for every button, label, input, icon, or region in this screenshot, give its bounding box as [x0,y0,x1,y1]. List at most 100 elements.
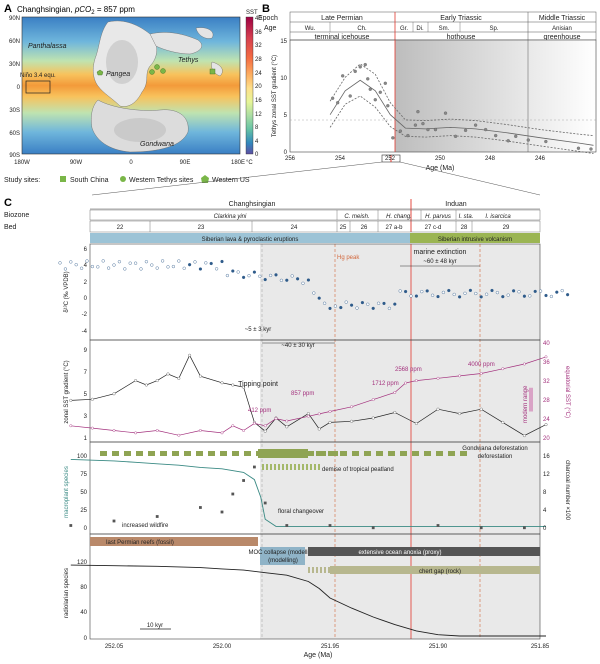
svg-text:12: 12 [255,112,262,118]
d13c-point [517,290,521,294]
map-lat-axis: 90N 60N 30N 0 30S 60S 90S [9,16,21,159]
vegetation-band-segment [304,451,314,456]
svg-text:macroplant species: macroplant species [64,466,70,518]
vegetation-band-segment [136,451,143,456]
b-data-point [373,98,377,102]
d13c-point [495,290,499,295]
vegetation-band-segment [184,451,191,456]
svg-text:hothouse: hothouse [447,34,476,41]
vegetation-band-segment [196,451,203,456]
peatland-demise-tick [278,464,280,470]
site-western-us [96,69,104,76]
vegetation-band-segment [232,451,239,456]
vegetation-band-segment [340,451,347,456]
d13c-point [252,270,256,274]
svg-text:10: 10 [280,76,287,82]
d13c-point [420,290,424,294]
d13c-point [220,259,224,264]
d13c-point [58,261,62,265]
d13c-point [479,295,483,299]
vegetation-band-segment [148,451,155,456]
d13c-point [69,260,73,264]
d13c-point [511,289,516,293]
chert-gap-tick [316,567,318,573]
equatorial-sst-point [155,429,159,432]
d13c-point [528,294,532,298]
svg-text:248: 248 [485,156,496,162]
b-data-point [506,139,510,143]
b-data-point [453,134,458,138]
sst-gradient-point [231,383,235,387]
svg-text:75: 75 [80,472,87,478]
svg-text:30N: 30N [9,62,20,68]
vegetation-band-segment [412,451,419,456]
svg-text:equatorial SST (°C): equatorial SST (°C) [564,366,570,418]
peatland-demise-tick [286,464,288,470]
panel-c-letter: C [4,197,12,209]
b-data-point [413,123,418,127]
svg-text:Bed: Bed [4,224,17,231]
equatorial-sst-point [371,398,375,402]
svg-text:chert gap (rock): chert gap (rock) [419,569,461,575]
svg-text:24: 24 [255,71,262,77]
peatland-demise-tick [298,464,300,470]
svg-text:Late Permian: Late Permian [321,15,363,22]
svg-text:29: 29 [503,225,510,231]
charcoal-point [199,506,202,509]
panel-b-letter: B [262,3,270,15]
d13c-point [182,266,186,270]
svg-text:60S: 60S [9,131,20,137]
svg-text:4: 4 [84,263,88,269]
svg-text:251.85: 251.85 [531,644,550,650]
svg-text:Age: Age [264,25,277,32]
equatorial-sst-point [501,367,505,371]
svg-text:2: 2 [84,280,88,286]
svg-text:100: 100 [77,454,88,460]
label-panthalassa: Panthalassa [28,43,67,50]
svg-text:terminal icehouse: terminal icehouse [315,34,370,41]
svg-text:28: 28 [543,398,550,404]
d13c-point [117,260,121,264]
d13c-point [112,263,116,267]
d13c-point [544,293,548,298]
d13c-point [285,278,289,282]
equatorial-sst-point [285,419,289,423]
panel-a-title: Changhsingian, pCO2 = 857 ppm [17,5,135,16]
svg-text:15: 15 [280,39,287,45]
svg-text:9: 9 [84,348,88,354]
site-south-china [209,68,216,75]
equatorial-sst-point [198,429,202,432]
equatorial-sst-point [274,417,278,421]
svg-text:I. sta.: I. sta. [459,214,474,220]
sst-plot: Tipping point Tipping point 412 ppm 857 … [64,339,570,443]
d13c-point [360,300,364,305]
equatorial-sst-point [220,431,224,435]
vegetation-band-segment [376,451,383,456]
svg-text:0: 0 [84,296,88,302]
panel-a: A Changhsingian, pCO2 = 857 ppm Panthala… [4,3,262,184]
vegetation-band-segment [172,451,179,456]
equatorial-sst-line [70,356,547,436]
charcoal-point [328,524,332,527]
equatorial-sst-point [404,381,407,385]
svg-text:16: 16 [543,454,550,460]
vegetation-band-segment [436,451,443,456]
svg-text:Clarkina yini: Clarkina yini [214,214,247,220]
equatorial-sst-point [544,355,548,359]
svg-text:Anisian: Anisian [552,26,572,32]
d13c-point [166,265,170,269]
svg-text:1712 ppm: 1712 ppm [372,381,399,387]
d13c-point [323,301,327,305]
equatorial-sst-point [350,405,353,409]
svg-text:0: 0 [543,526,547,532]
svg-text:23: 23 [198,225,205,231]
svg-text:60N: 60N [9,39,20,45]
d13c-point [350,303,354,307]
b-data-point [483,127,488,132]
charcoal-point [479,526,483,530]
label-tethys: Tethys [178,57,199,64]
charcoal-point [523,526,526,530]
charcoal-point [253,465,256,469]
chert-gap-tick [308,567,310,573]
